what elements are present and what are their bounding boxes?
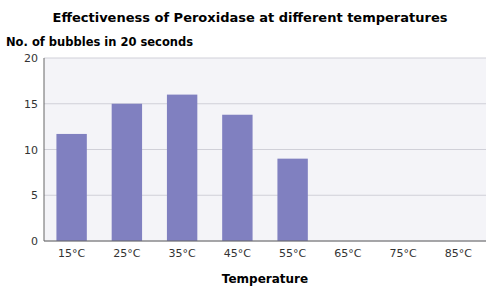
grid-line [44, 149, 486, 150]
plot-background [44, 58, 486, 241]
bar [56, 134, 86, 241]
title: Effectiveness of Peroxidase at different… [53, 10, 448, 25]
x-tick-label: 15°C [58, 247, 85, 260]
grid-line [44, 58, 486, 59]
grid-line [44, 103, 486, 104]
bars [56, 95, 307, 241]
x-tick-label: 75°C [390, 247, 417, 260]
y-tick-label: 0 [31, 235, 38, 248]
x-tick-label: 25°C [113, 247, 140, 260]
x-axis-line [44, 241, 486, 242]
y-axis-line [44, 58, 45, 241]
y-axis-label: No. of bubbles in 20 seconds [6, 35, 193, 49]
grid-line [44, 195, 486, 196]
chart-container: 0 5 10 15 20 15°C 25°C 35°C 45°C 55°C 65°C 75°C 85°C… [0, 0, 500, 293]
y-tick-label: 10 [24, 144, 38, 157]
x-tick-label: 35°C [169, 247, 196, 260]
x-tick-label: 85°C [445, 247, 472, 260]
chart: 0 5 10 15 20 15°C 25°C 35°C 45°C 55°C 65°C 75°C 85°C… [0, 0, 500, 293]
bar [277, 159, 307, 241]
y-tick-label: 5 [31, 189, 38, 202]
bar [167, 95, 197, 241]
bar [222, 115, 252, 241]
x-tick-label: 65°C [334, 247, 361, 260]
x-tick-label: 45°C [224, 247, 251, 260]
grid-line [44, 241, 486, 242]
y-tick-label: 15 [24, 98, 38, 111]
y-tick-label: 20 [24, 52, 38, 65]
bar [112, 104, 142, 241]
x-axis-label: Temperature [222, 272, 308, 286]
x-tick-label: 55°C [279, 247, 306, 260]
